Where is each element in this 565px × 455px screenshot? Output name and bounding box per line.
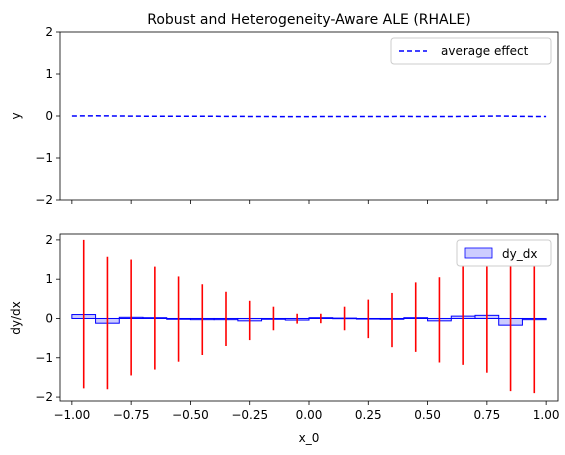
bottom-x-axis-label: x_0 xyxy=(299,431,320,445)
top-subplot: Robust and Heterogeneity-Aware ALE (RHAL… xyxy=(9,12,559,207)
bottom-y-axis-label: dy/dx xyxy=(9,301,23,334)
bottom-y-tick-label-4: 2 xyxy=(45,233,53,247)
bottom-y-tick-label-0: −2 xyxy=(35,390,53,404)
top-y-ticks: −2 −1 0 1 2 xyxy=(35,25,60,207)
top-legend: average effect xyxy=(390,37,552,65)
bottom-x-tick-label-4: 0.00 xyxy=(296,408,323,422)
bottom-legend-patch-swatch xyxy=(464,247,493,259)
bottom-x-tick-label-5: 0.25 xyxy=(355,408,382,422)
top-y-tick-label-4: 2 xyxy=(45,25,53,39)
bottom-y-tick-label-3: 1 xyxy=(45,272,53,286)
top-y-tick-label-0: −2 xyxy=(35,193,53,207)
bottom-y-tick-label-1: −1 xyxy=(35,351,53,365)
top-y-tick-label-2: 0 xyxy=(45,109,53,123)
top-plot-area xyxy=(71,115,547,118)
top-y-tick-label-3: 1 xyxy=(45,67,53,81)
bottom-y-ticks: −2 −1 0 1 2 xyxy=(35,233,60,404)
top-legend-label: average effect xyxy=(441,44,529,58)
bottom-x-tick-label-7: 0.75 xyxy=(473,408,500,422)
bottom-x-tick-label-6: 0.50 xyxy=(414,408,441,422)
average-effect-line xyxy=(71,115,547,118)
top-legend-box xyxy=(390,37,552,65)
bottom-legend: dy_dx xyxy=(456,239,552,267)
bottom-x-tick-label-0: −1.00 xyxy=(53,408,90,422)
top-y-axis-label: y xyxy=(9,112,23,119)
bottom-y-tick-label-2: 0 xyxy=(45,311,53,325)
bottom-legend-label: dy_dx xyxy=(502,247,537,261)
bottom-x-tick-label-1: −0.75 xyxy=(113,408,150,422)
bottom-x-tick-label-8: 1.00 xyxy=(533,408,560,422)
top-title: Robust and Heterogeneity-Aware ALE (RHAL… xyxy=(147,12,470,28)
bottom-subplot: −1.00 −0.75 −0.50 −0.25 0.00 0.25 0.50 0.75 1.00… xyxy=(9,233,560,445)
bottom-x-ticks: −1.00 −0.75 −0.50 −0.25 0.00 0.25 0.50 0.75 1.00 xyxy=(53,401,560,422)
bottom-x-tick-label-2: −0.50 xyxy=(172,408,209,422)
bottom-x-tick-label-3: −0.25 xyxy=(231,408,268,422)
bottom-legend-box xyxy=(456,239,552,267)
bottom-plot-area xyxy=(71,239,547,394)
top-y-tick-label-1: −1 xyxy=(35,151,53,165)
top-x-ticks xyxy=(71,200,547,204)
